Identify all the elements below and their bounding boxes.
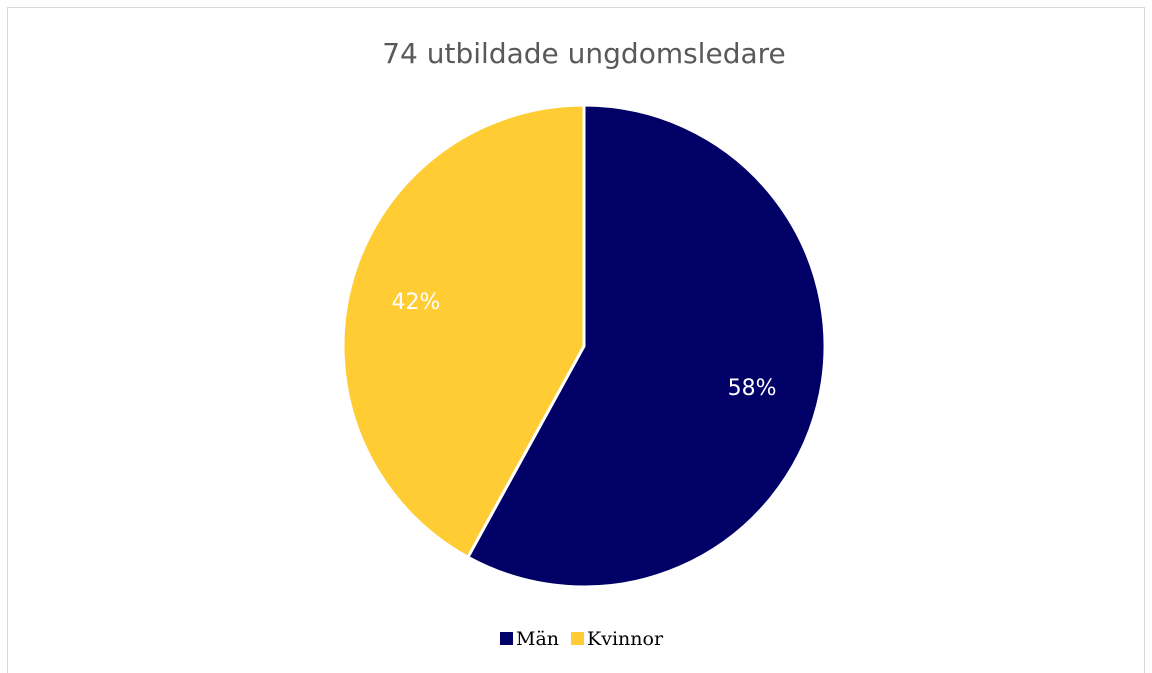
value-label: 42%	[391, 290, 440, 315]
pie-slice	[341, 103, 586, 560]
legend-swatch	[500, 632, 513, 645]
value-label: 58%	[728, 376, 777, 401]
pie-slice	[465, 103, 827, 589]
legend-label: Kvinnor	[587, 628, 664, 650]
chart-title: 74 utbildade ungdomsledare	[382, 37, 786, 70]
legend-swatch	[571, 632, 585, 645]
legend-label: Män	[516, 628, 559, 650]
